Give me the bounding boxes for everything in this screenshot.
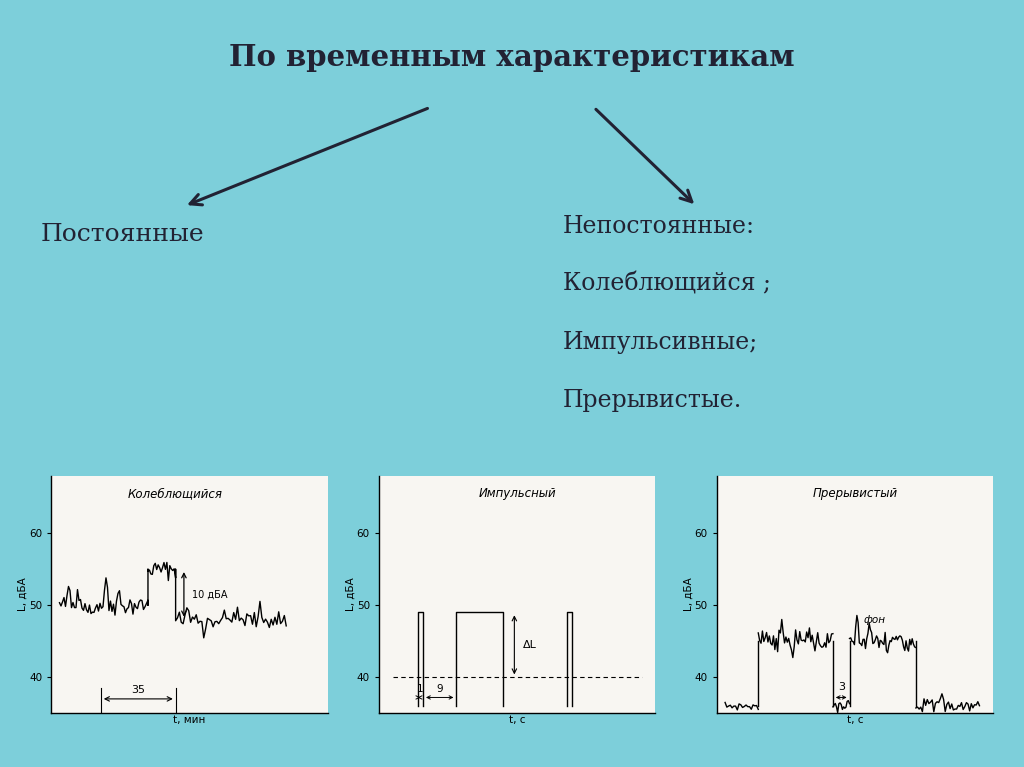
X-axis label: t, мин: t, мин [173, 715, 206, 725]
X-axis label: t, с: t, с [509, 715, 525, 725]
Text: 1: 1 [417, 683, 424, 693]
Text: Импульсивные;: Импульсивные; [563, 331, 759, 354]
Y-axis label: L, дБА: L, дБА [17, 578, 28, 611]
Text: фон: фон [863, 615, 886, 625]
Y-axis label: L, дБА: L, дБА [345, 578, 355, 611]
Text: Прерывистый: Прерывистый [812, 487, 898, 500]
X-axis label: t, с: t, с [847, 715, 863, 725]
Text: 35: 35 [131, 685, 145, 695]
Text: Импульсный: Импульсный [478, 487, 556, 500]
Text: 3: 3 [838, 683, 845, 693]
Y-axis label: L, дБА: L, дБА [683, 578, 693, 611]
Text: Непостоянные:: Непостоянные: [563, 215, 756, 238]
Text: ΔL: ΔL [522, 640, 537, 650]
Text: 10 дБА: 10 дБА [193, 589, 227, 600]
Text: Прерывистые.: Прерывистые. [563, 389, 742, 412]
Text: По временным характеристикам: По временным характеристикам [229, 43, 795, 72]
Text: Колеблющийся ;: Колеблющийся ; [563, 273, 771, 296]
Text: Постоянные: Постоянные [41, 223, 205, 246]
Text: Колеблющийся: Колеблющийся [128, 487, 223, 500]
Text: 9: 9 [436, 683, 443, 693]
